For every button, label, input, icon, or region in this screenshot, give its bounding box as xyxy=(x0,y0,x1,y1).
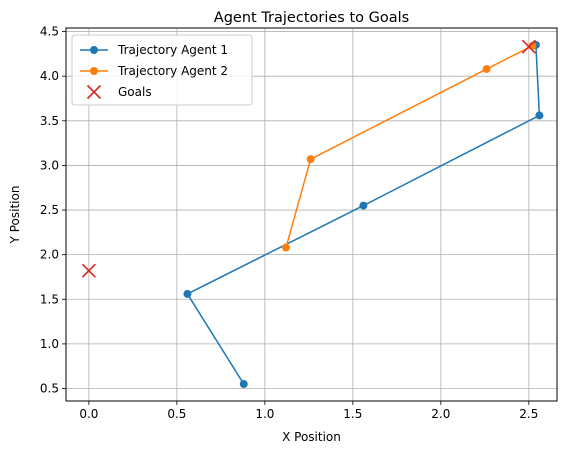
axis-ticks: 0.0 0.5 1.0 1.5 2.0 2.5 0.5 1.0 1.5 2.0 2.5 3.0 3.5 4… xyxy=(40,25,538,421)
data-point-agent-1 xyxy=(239,380,248,389)
x-tick-label: 2.0 xyxy=(431,407,450,421)
grid-lines xyxy=(66,28,557,401)
data-point-agent-1 xyxy=(183,289,192,298)
y-tick-label: 4.0 xyxy=(40,69,59,83)
y-tick-label: 2.5 xyxy=(40,203,59,217)
goal-markers xyxy=(81,39,536,278)
plot-data xyxy=(81,39,544,389)
goal-marker-stroke xyxy=(521,39,536,54)
y-axis-label: Y Position xyxy=(8,186,22,245)
legend-entry: Trajectory Agent 2 xyxy=(80,64,228,78)
axes-frame xyxy=(65,27,558,402)
data-point-agent-2 xyxy=(306,155,315,164)
legend-label: Trajectory Agent 2 xyxy=(117,64,228,78)
legend-x-marker-stroke xyxy=(86,84,102,100)
x-tick-label: 1.5 xyxy=(343,407,362,421)
y-tick-label: 0.5 xyxy=(40,382,59,396)
x-tick-label: 0.5 xyxy=(167,407,186,421)
y-tick-label: 1.0 xyxy=(40,337,59,351)
x-tick-label: 2.5 xyxy=(519,407,538,421)
legend-entry: Trajectory Agent 1 xyxy=(80,43,228,57)
y-tick-label: 2.0 xyxy=(40,248,59,262)
data-point-agent-1 xyxy=(535,111,544,120)
series-line-agent-2 xyxy=(285,45,533,248)
legend-box xyxy=(71,34,253,106)
y-tick-label: 1.5 xyxy=(40,292,59,306)
data-point-agent-1 xyxy=(359,201,368,210)
chart-title: Agent Trajectories to Goals xyxy=(214,10,409,26)
goal-marker xyxy=(81,263,96,278)
data-point-agent-2 xyxy=(482,65,491,74)
x-tick-label: 1.0 xyxy=(255,407,274,421)
goal-marker xyxy=(521,39,536,54)
x-axis-label: X Position xyxy=(282,430,341,444)
legend-marker xyxy=(90,67,98,75)
x-tick-label: 0.0 xyxy=(79,407,98,421)
y-tick-label: 4.5 xyxy=(40,25,59,39)
y-tick-label: 3.0 xyxy=(40,158,59,172)
series-agent-2 xyxy=(281,41,537,252)
legend-entry: Goals xyxy=(86,84,152,100)
legend: Trajectory Agent 1 Trajectory Agent 2 Goal… xyxy=(71,34,253,106)
y-tick-label: 3.5 xyxy=(40,114,59,128)
legend-marker xyxy=(90,46,98,54)
legend-label: Trajectory Agent 1 xyxy=(117,43,228,57)
data-point-agent-2 xyxy=(281,243,290,252)
legend-label: Goals xyxy=(118,85,152,99)
goal-marker-stroke xyxy=(81,263,96,278)
